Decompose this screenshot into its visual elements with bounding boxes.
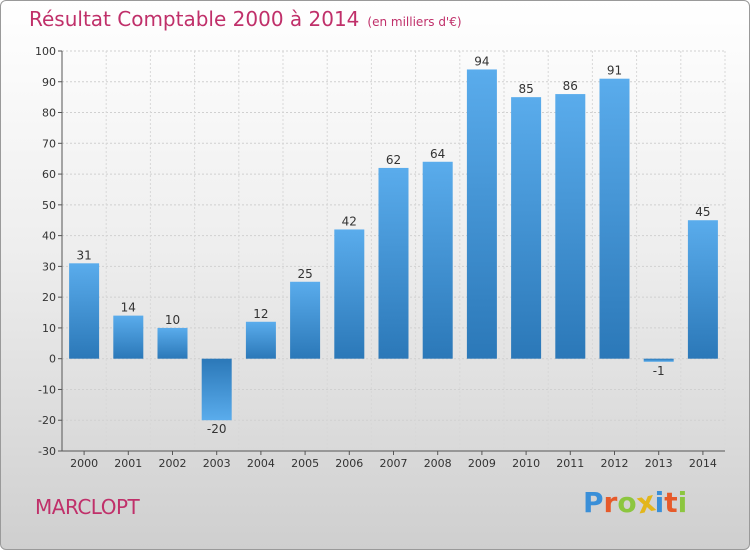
y-tick-label: -30 [38,445,56,458]
y-tick-label: 60 [42,168,56,181]
y-tick-label: 30 [42,260,56,273]
data-label-2005: 25 [297,267,312,281]
x-tick-label: 2012 [601,457,629,470]
y-tick-label: 10 [42,322,56,335]
data-label-2010: 85 [518,82,533,96]
y-tick-label: 70 [42,137,56,150]
bar-2010 [511,97,542,359]
logo-letter: t [664,486,678,519]
bar-2002 [157,327,188,359]
bar-2005 [290,281,321,359]
y-tick-label: -20 [38,414,56,427]
data-label-2009: 94 [474,54,489,68]
chart-title-text: Résultat Comptable 2000 à 2014 [29,7,360,31]
data-label-2000: 31 [76,248,91,262]
data-label-2013: -1 [653,364,665,378]
x-tick-label: 2008 [424,457,452,470]
y-tick-label: 100 [35,45,56,58]
x-tick-label: 2011 [556,457,584,470]
bar-2001 [113,315,144,359]
data-label-2004: 12 [253,307,268,321]
y-tick-label: -10 [38,383,56,396]
data-label-2008: 64 [430,147,445,161]
x-tick-label: 2006 [335,457,363,470]
logo-letter: r [603,486,618,519]
bar-2009 [466,69,497,359]
logo-letter: P [583,486,604,519]
y-tick-label: 80 [42,107,56,120]
x-tick-label: 2001 [114,457,142,470]
y-tick-label: 0 [49,353,56,366]
data-label-2012: 91 [607,64,622,78]
data-label-2003: -20 [207,422,227,436]
x-tick-label: 2000 [70,457,98,470]
y-tick-label: 20 [42,291,56,304]
data-label-2007: 62 [386,153,401,167]
y-tick-label: 40 [42,230,56,243]
bar-2011 [555,94,586,359]
data-label-2002: 10 [165,313,180,327]
x-tick-label: 2003 [203,457,231,470]
data-label-2001: 14 [121,301,136,315]
chart-title: Résultat Comptable 2000 à 2014 (en millie… [29,7,462,31]
x-tick-label: 2013 [645,457,673,470]
x-tick-label: 2014 [689,457,717,470]
bars [69,69,718,421]
x-tick-label: 2002 [159,457,187,470]
data-label-2014: 45 [695,205,710,219]
x-tick-label: 2005 [291,457,319,470]
y-tick-label: 50 [42,199,56,212]
x-tick-label: 2010 [512,457,540,470]
bar-2012 [599,78,630,359]
logo-letter: i [677,486,688,519]
bar-2008 [422,161,453,359]
data-label-2011: 86 [563,79,578,93]
bar-2006 [334,229,365,359]
bar-2003 [201,358,232,421]
x-tick-label: 2009 [468,457,496,470]
x-tick-label: 2007 [380,457,408,470]
data-label-2006: 42 [342,214,357,228]
y-tick-label: 90 [42,76,56,89]
bar-2014 [687,220,718,359]
bar-2004 [245,321,276,359]
proxiti-logo: Proxiti [583,484,688,520]
data-labels: 31 14 10 -20 12 25 42 62 64 94 85 86 91 -1 45 [76,54,710,436]
chart-subtitle: (en milliers d'€) [367,15,462,29]
bar-2007 [378,167,409,359]
bar-2000 [69,263,100,359]
commune-name: MARCLOPT [35,495,140,519]
x-tick-label: 2004 [247,457,275,470]
bar-2013 [643,358,674,362]
logo-letter: o [617,486,637,519]
logo-letter: i [654,486,665,519]
